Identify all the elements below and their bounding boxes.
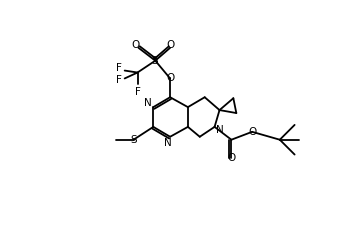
Text: O: O	[227, 153, 235, 162]
Text: F: F	[135, 87, 140, 97]
Text: O: O	[248, 127, 256, 137]
Text: N: N	[216, 125, 224, 135]
Text: F: F	[116, 63, 122, 73]
Text: S: S	[130, 135, 137, 145]
Text: O: O	[131, 40, 140, 50]
Text: F: F	[116, 75, 122, 86]
Text: N: N	[164, 138, 172, 148]
Text: N: N	[144, 98, 151, 108]
Text: O: O	[166, 40, 174, 50]
Text: O: O	[166, 73, 174, 83]
Text: S: S	[151, 56, 158, 66]
